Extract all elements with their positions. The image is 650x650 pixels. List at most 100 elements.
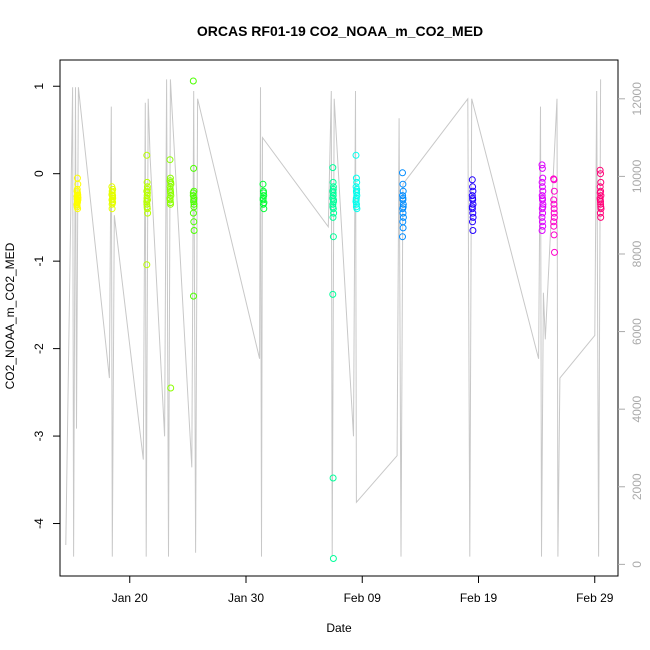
y-axis-label: CO2_NOAA_m_CO2_MED	[3, 242, 17, 389]
data-point	[551, 248, 558, 256]
data-point	[190, 292, 197, 300]
data-point	[329, 203, 337, 211]
data-point	[550, 213, 558, 221]
data-point	[143, 178, 151, 186]
data-point	[538, 161, 546, 169]
data-points	[73, 77, 605, 562]
data-point	[399, 233, 406, 241]
data-point	[143, 151, 151, 159]
data-point	[108, 205, 116, 213]
data-point	[597, 198, 604, 206]
series-flight-7	[329, 164, 338, 562]
data-point	[329, 555, 337, 562]
series-flight-4	[166, 156, 175, 392]
data-point	[329, 189, 337, 197]
data-point	[109, 199, 117, 207]
data-point	[469, 227, 477, 234]
series-flight-6	[259, 180, 268, 213]
data-point	[538, 213, 546, 221]
data-point	[597, 203, 605, 211]
data-point	[143, 261, 151, 269]
data-point	[399, 194, 407, 202]
y2-tick-label: 2000	[630, 473, 644, 500]
data-point	[74, 193, 82, 201]
data-point	[399, 180, 407, 188]
data-point	[597, 213, 605, 221]
data-point	[538, 194, 546, 202]
y2-tick-label: 6000	[630, 318, 644, 345]
data-point	[596, 189, 604, 197]
data-point	[167, 384, 175, 392]
data-point	[353, 178, 361, 186]
data-point	[352, 198, 360, 206]
data-point	[550, 222, 558, 230]
data-point	[468, 203, 476, 211]
data-point	[538, 218, 546, 226]
data-point	[550, 218, 558, 226]
data-point	[538, 227, 546, 234]
data-point	[353, 189, 361, 197]
y2-tick-label: 10000	[630, 159, 644, 193]
series-flight-13	[596, 166, 605, 221]
data-point	[596, 166, 604, 174]
y-axis: 1 0 -1 -2 -3 -4	[32, 83, 60, 529]
data-point	[550, 176, 558, 184]
data-point	[399, 213, 407, 221]
series-flight-3	[143, 151, 152, 269]
x-tick-label: Feb 19	[460, 591, 498, 605]
data-point	[109, 185, 117, 193]
data-point	[166, 185, 174, 193]
series-flight-10	[468, 176, 477, 234]
altitude-trace	[65, 79, 602, 557]
y-tick-label: -4	[32, 518, 46, 529]
series-flight-8	[352, 151, 361, 213]
data-point	[167, 180, 175, 188]
data-point	[190, 203, 198, 211]
series-flight-12	[550, 175, 558, 256]
data-point	[539, 174, 547, 182]
data-point	[166, 199, 174, 207]
x-tick-label: Feb 09	[344, 591, 382, 605]
data-point	[329, 290, 337, 298]
data-point	[260, 189, 267, 197]
data-point	[550, 187, 558, 195]
data-point	[167, 189, 175, 197]
data-point	[469, 183, 477, 191]
data-point	[143, 203, 151, 211]
data-point	[538, 178, 546, 186]
data-point	[143, 189, 151, 197]
data-point	[189, 77, 197, 85]
y-tick-label: -1	[32, 255, 46, 266]
data-point	[538, 183, 546, 191]
data-point	[260, 199, 268, 207]
data-point	[329, 474, 337, 482]
y2-tick-label: 12000	[630, 82, 644, 116]
series-flight-11	[538, 161, 547, 234]
data-point	[190, 198, 198, 206]
data-point	[550, 231, 558, 239]
chart-title: ORCAS RF01-19 CO2_NOAA_m_CO2_MED	[197, 23, 483, 39]
data-point	[538, 164, 546, 172]
plot-frame	[59, 59, 619, 577]
data-point	[468, 192, 476, 200]
series-flight-1	[73, 174, 82, 213]
data-point	[190, 194, 198, 202]
data-point	[166, 156, 174, 164]
data-point	[108, 191, 116, 199]
x-tick-label: Jan 20	[112, 591, 148, 605]
series-flight-5	[189, 77, 198, 300]
data-point	[329, 233, 337, 241]
series-flight-2	[108, 183, 117, 213]
data-point	[597, 178, 605, 186]
data-point	[353, 185, 361, 193]
data-point	[166, 194, 174, 202]
data-point	[74, 180, 82, 188]
y2-tick-label: 8000	[630, 240, 644, 267]
data-point	[399, 192, 407, 200]
data-point	[260, 205, 268, 213]
data-point	[189, 189, 197, 197]
data-point	[190, 164, 198, 172]
data-point	[108, 196, 116, 204]
y2-tick-label: 4000	[630, 396, 644, 423]
